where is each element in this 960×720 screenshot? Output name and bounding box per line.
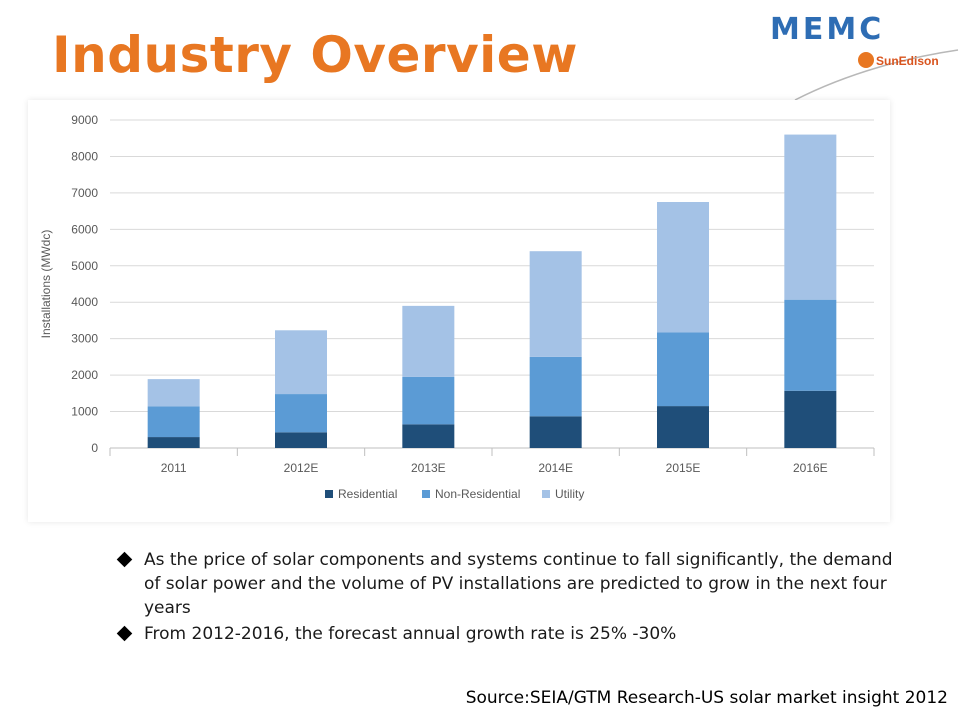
y-tick-label: 1000 <box>71 405 98 419</box>
legend-swatch <box>325 490 333 498</box>
y-tick-label: 2000 <box>71 368 98 382</box>
y-tick-label: 6000 <box>71 222 98 236</box>
chart-panel: 0 1000 2000 3000 4000 5000 6000 7000 8000 9000 Ins… <box>28 100 890 522</box>
legend-label: Utility <box>555 487 584 501</box>
logo-swoosh-icon <box>794 49 959 101</box>
diamond-bullet-icon <box>116 551 133 568</box>
logo-memc-text: MEMC <box>770 12 885 47</box>
bar-utility <box>657 202 709 333</box>
y-tick-label: 5000 <box>71 259 98 273</box>
x-tick-label: 2013E <box>411 461 446 475</box>
bar-non-residential <box>402 376 455 425</box>
memc-sunedison-logo: MEMC SunEdison <box>770 8 959 101</box>
y-tick-label: 9000 <box>71 113 98 127</box>
x-tick-label: 2011 <box>161 461 187 475</box>
bar-residential <box>657 406 709 448</box>
y-tick-label: 0 <box>91 441 98 455</box>
sun-icon <box>858 52 874 68</box>
logo-sunedison-text: SunEdison <box>876 54 939 68</box>
bar-utility <box>402 305 455 377</box>
bar-non-residential <box>657 332 709 407</box>
bar-residential <box>402 424 455 448</box>
diamond-bullet-icon <box>116 625 133 642</box>
bar-utility <box>147 379 200 407</box>
bar-residential <box>275 432 327 448</box>
legend-label: Non-Residential <box>435 487 520 501</box>
y-tick-label: 4000 <box>71 295 98 309</box>
x-tick-label: 2012E <box>284 461 319 475</box>
bar-utility <box>275 330 327 395</box>
x-tick-label: 2015E <box>666 461 701 475</box>
bullet-text: From 2012-2016, the forecast annual grow… <box>144 624 677 644</box>
legend-label: Residential <box>338 487 397 501</box>
bullet-text: As the price of solar components and sys… <box>144 550 893 618</box>
bar-residential <box>529 416 582 448</box>
bar-residential <box>784 390 837 448</box>
installations-chart: 0 1000 2000 3000 4000 5000 6000 7000 8000 9000 Ins… <box>39 113 875 501</box>
bullet-list: As the price of solar components and sys… <box>116 548 898 648</box>
legend-swatch <box>542 490 550 498</box>
slide-title: Industry Overview <box>52 26 578 84</box>
legend-swatch <box>422 490 430 498</box>
bar-non-residential <box>784 299 837 391</box>
x-tick-label: 2016E <box>793 461 828 475</box>
bullet-item: As the price of solar components and sys… <box>116 548 898 620</box>
bar-utility <box>529 251 582 357</box>
bar-non-residential <box>529 356 582 417</box>
bar-non-residential <box>147 406 200 438</box>
x-tick-label: 2014E <box>538 461 573 475</box>
source-citation: Source:SEIA/GTM Research-US solar market… <box>465 688 948 708</box>
bar-residential <box>147 437 200 448</box>
y-axis-label: Installations (MWdc) <box>39 230 53 339</box>
y-tick-label: 3000 <box>71 332 98 346</box>
bullet-item: From 2012-2016, the forecast annual grow… <box>116 622 898 646</box>
y-tick-label: 7000 <box>71 186 98 200</box>
y-tick-label: 8000 <box>71 149 98 163</box>
bar-utility <box>784 134 837 300</box>
bar-non-residential <box>275 394 327 433</box>
